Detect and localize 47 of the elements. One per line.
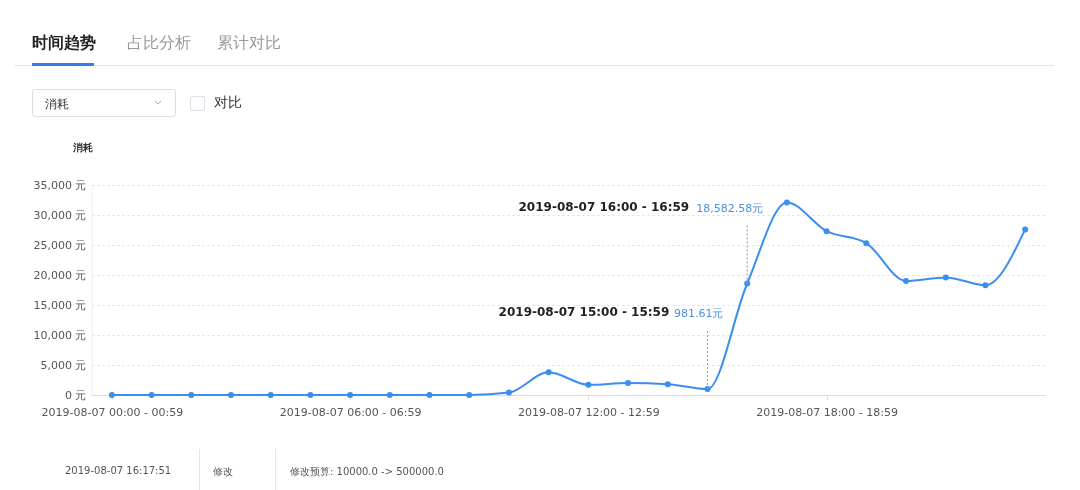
point [267,392,274,398]
point [545,369,552,376]
y-axis-title: 消耗 [71,141,93,153]
y-tick-label: 15,000 元 [33,298,87,312]
point [585,381,592,388]
point [466,392,473,398]
data-label: 981.61元 [673,307,724,321]
point [903,278,910,284]
x-tick-label: 2019-08-07 00:00 - 00:59 [41,405,184,419]
data-label: 18,582.58元 [696,201,764,215]
point [505,389,512,396]
text: 对比 [214,94,242,112]
point [664,381,671,388]
y-tick-label: 0 元 [65,388,87,402]
annotation: 2019-08-07 15:00 - 15:59 [498,305,670,320]
y-tick-label: 35,000 元 [33,178,87,192]
point [148,392,155,398]
point [625,380,632,386]
point [188,392,195,398]
text: 累计对比 [217,33,281,54]
text: 时间趋势 [32,33,96,54]
text: 修改预算: 10000.0 -> 500000.0 [290,465,444,479]
point [386,392,393,398]
y-tick-label: 25,000 元 [33,238,87,252]
text: 消耗 [45,96,69,113]
x-tick-label: 2019-08-07 18:00 - 18:59 [756,405,898,419]
point [307,392,314,398]
point [1022,226,1029,233]
point [982,282,989,289]
point [426,392,433,398]
y-tick-label: 20,000 元 [33,268,87,282]
point [823,228,830,235]
point [863,240,870,247]
point [942,274,949,281]
point [783,199,790,206]
text: 占比分析 [127,33,191,54]
annotation: 2019-08-07 16:00 - 16:59 [518,199,690,214]
point [744,280,751,287]
x-tick-label: 2019-08-07 12:00 - 12:59 [517,405,660,419]
text: 2019-08-07 16:17:51 [65,465,172,476]
point [227,392,234,398]
y-tick-label: 10,000 元 [33,328,87,342]
point [108,392,115,398]
text: 修改 [213,465,233,479]
y-tick-label: 5,000 元 [40,358,87,372]
y-tick-label: 30,000 元 [33,208,87,222]
x-tick-label: 2019-08-07 06:00 - 06:59 [279,405,422,419]
